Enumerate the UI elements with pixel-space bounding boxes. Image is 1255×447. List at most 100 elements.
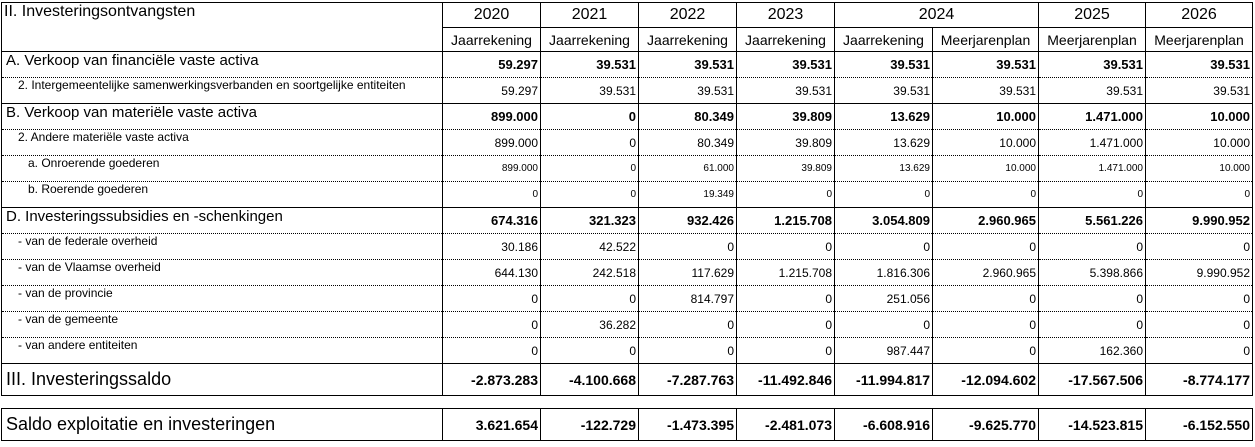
- cell-value: 0: [736, 311, 835, 338]
- year-header: 2023: [736, 2, 835, 28]
- cell-value: 19.349: [638, 181, 737, 208]
- cell-value: 1.215.708: [736, 207, 835, 234]
- cell-value: 80.349: [638, 129, 737, 156]
- cell-value: 0: [1038, 285, 1146, 312]
- cell-value: -6.152.550: [1145, 408, 1253, 441]
- cell-value: 0: [1145, 337, 1253, 364]
- cell-value: 932.426: [638, 207, 737, 234]
- cell-value: 251.056: [834, 285, 933, 312]
- table-row: D. Investeringssubsidies en -schenkingen…: [1, 207, 1253, 234]
- cell-value: -122.729: [540, 408, 639, 441]
- row-label: - van de provincie: [1, 285, 443, 312]
- cell-value: 0: [736, 337, 835, 364]
- cell-value: 0: [736, 233, 835, 260]
- cell-value: 39.531: [1038, 77, 1146, 104]
- cell-value: 0: [638, 233, 737, 260]
- cell-value: 39.531: [834, 77, 933, 104]
- cell-value: 0: [1038, 181, 1146, 208]
- subheader: Meerjarenplan: [1038, 27, 1146, 52]
- subheader: Jaarrekening: [638, 27, 737, 52]
- year-header: 2020: [442, 2, 541, 28]
- cell-value: 0: [540, 181, 639, 208]
- cell-value: 13.629: [834, 129, 933, 156]
- cell-value: 1.816.306: [834, 259, 933, 286]
- cell-value: 0: [736, 285, 835, 312]
- table-title: II. Investeringsontvangsten: [1, 2, 443, 52]
- cell-value: 42.522: [540, 233, 639, 260]
- saldo-table: Saldo exploitatie en investeringen 3.621.…: [1, 408, 1253, 441]
- saldo-body: Saldo exploitatie en investeringen 3.621.…: [1, 408, 1253, 441]
- table-row: 2. Intergemeentelijke samenwerkingsverba…: [1, 77, 1253, 104]
- cell-value: 39.531: [540, 51, 639, 78]
- year-header: 2022: [638, 2, 737, 28]
- cell-value: -14.523.815: [1038, 408, 1146, 441]
- cell-value: 0: [834, 233, 933, 260]
- cell-value: 0: [442, 337, 541, 364]
- cell-value: 1.471.000: [1038, 129, 1146, 156]
- cell-value: 3.054.809: [834, 207, 933, 234]
- cell-value: -2.481.073: [736, 408, 835, 441]
- cell-value: 39.531: [736, 77, 835, 104]
- cell-value: 10.000: [1145, 155, 1253, 182]
- table-row: - van de Vlaamse overheid 644.130 242.518 1…: [1, 259, 1253, 286]
- cell-value: -4.100.668: [540, 363, 639, 396]
- cell-value: 2.960.965: [932, 207, 1039, 234]
- table-row: B. Verkoop van materiële vaste activa 899…: [1, 103, 1253, 130]
- cell-value: 39.531: [932, 77, 1039, 104]
- cell-value: 39.531: [638, 77, 737, 104]
- subheader: Meerjarenplan: [1145, 27, 1253, 52]
- cell-value: 1.471.000: [1038, 155, 1146, 182]
- cell-value: 899.000: [442, 155, 541, 182]
- cell-value: 59.297: [442, 77, 541, 104]
- row-label: - van de Vlaamse overheid: [1, 259, 443, 286]
- cell-value: 0: [540, 129, 639, 156]
- table-row: A. Verkoop van financiële vaste activa 59…: [1, 51, 1253, 78]
- table-row: 2. Andere materiële vaste activa 899.000 0…: [1, 129, 1253, 156]
- subheader: Jaarrekening: [442, 27, 541, 52]
- cell-value: 0: [638, 311, 737, 338]
- row-label: - van de gemeente: [1, 311, 443, 338]
- table-row: Saldo exploitatie en investeringen 3.621.…: [1, 408, 1253, 441]
- cell-value: -11.994.817: [834, 363, 933, 396]
- year-header: 2021: [540, 2, 639, 28]
- cell-value: 1.471.000: [1038, 103, 1146, 130]
- cell-value: 0: [1038, 233, 1146, 260]
- row-label: - van de federale overheid: [1, 233, 443, 260]
- cell-value: 0: [932, 285, 1039, 312]
- cell-value: -7.287.763: [638, 363, 737, 396]
- cell-value: 0: [1038, 311, 1146, 338]
- cell-value: 0: [638, 337, 737, 364]
- cell-value: 674.316: [442, 207, 541, 234]
- cell-value: 39.531: [1145, 77, 1253, 104]
- cell-value: -8.774.177: [1145, 363, 1253, 396]
- cell-value: 117.629: [638, 259, 737, 286]
- cell-value: 30.186: [442, 233, 541, 260]
- cell-value: 59.297: [442, 51, 541, 78]
- cell-value: 321.323: [540, 207, 639, 234]
- cell-value: -11.492.846: [736, 363, 835, 396]
- row-label: D. Investeringssubsidies en -schenkingen: [1, 207, 443, 234]
- cell-value: 10.000: [1145, 129, 1253, 156]
- cell-value: -1.473.395: [638, 408, 737, 441]
- cell-value: -6.608.916: [834, 408, 933, 441]
- row-label: A. Verkoop van financiële vaste activa: [1, 51, 443, 78]
- cell-value: -2.873.283: [442, 363, 541, 396]
- cell-value: 0: [834, 311, 933, 338]
- cell-value: 39.809: [736, 103, 835, 130]
- year-header: 2026: [1145, 2, 1253, 28]
- cell-value: 1.215.708: [736, 259, 835, 286]
- cell-value: 0: [442, 181, 541, 208]
- cell-value: 814.797: [638, 285, 737, 312]
- cell-value: 0: [736, 181, 835, 208]
- table-body: II. Investeringsontvangsten 2020 2021 2022 2…: [1, 2, 1253, 396]
- cell-value: 39.531: [1038, 51, 1146, 78]
- cell-value: 13.629: [834, 103, 933, 130]
- cell-value: 899.000: [442, 103, 541, 130]
- row-label: 2. Intergemeentelijke samenwerkingsverba…: [1, 77, 443, 104]
- row-label: b. Roerende goederen: [1, 181, 443, 208]
- row-label: III. Investeringssaldo: [1, 363, 443, 396]
- cell-value: 0: [1145, 311, 1253, 338]
- cell-value: 0: [540, 337, 639, 364]
- cell-value: 242.518: [540, 259, 639, 286]
